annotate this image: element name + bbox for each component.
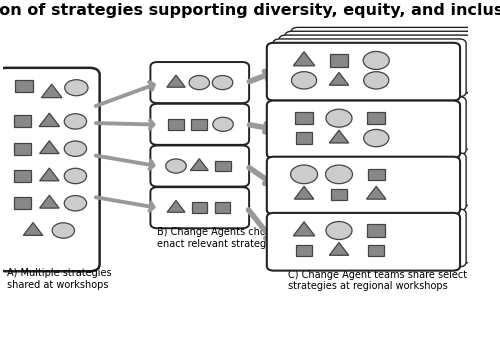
Bar bbox=[15, 80, 32, 92]
Circle shape bbox=[52, 223, 74, 238]
Bar bbox=[368, 224, 385, 237]
FancyBboxPatch shape bbox=[267, 213, 460, 271]
Bar bbox=[296, 245, 312, 256]
Bar bbox=[14, 116, 31, 127]
Circle shape bbox=[326, 222, 352, 239]
Title: Diffusion of strategies supporting diversity, equity, and inclusion: Diffusion of strategies supporting diver… bbox=[0, 3, 500, 18]
FancyBboxPatch shape bbox=[285, 145, 478, 203]
FancyBboxPatch shape bbox=[285, 31, 478, 89]
FancyBboxPatch shape bbox=[291, 28, 484, 85]
Polygon shape bbox=[366, 186, 386, 199]
Bar bbox=[368, 112, 385, 124]
FancyBboxPatch shape bbox=[273, 97, 466, 154]
Polygon shape bbox=[330, 243, 348, 255]
Bar bbox=[215, 202, 230, 213]
Polygon shape bbox=[39, 113, 60, 127]
Text: C) Change Agent teams share select
strategies at regional workshops: C) Change Agent teams share select strat… bbox=[288, 270, 467, 291]
FancyBboxPatch shape bbox=[285, 89, 478, 147]
FancyBboxPatch shape bbox=[279, 205, 472, 263]
Circle shape bbox=[326, 165, 352, 184]
Circle shape bbox=[166, 159, 186, 173]
Bar bbox=[368, 169, 384, 180]
Circle shape bbox=[326, 109, 352, 127]
FancyBboxPatch shape bbox=[279, 93, 472, 151]
Circle shape bbox=[64, 141, 86, 157]
FancyBboxPatch shape bbox=[279, 35, 472, 93]
Circle shape bbox=[212, 76, 233, 90]
Polygon shape bbox=[42, 84, 62, 98]
Polygon shape bbox=[330, 73, 348, 85]
Polygon shape bbox=[330, 130, 348, 143]
Polygon shape bbox=[294, 186, 314, 199]
Polygon shape bbox=[24, 223, 43, 235]
FancyBboxPatch shape bbox=[285, 201, 478, 259]
Bar bbox=[192, 119, 207, 130]
Bar bbox=[216, 161, 230, 171]
Bar bbox=[14, 170, 31, 182]
Polygon shape bbox=[190, 159, 208, 171]
Bar bbox=[14, 197, 31, 209]
Polygon shape bbox=[294, 52, 315, 66]
Circle shape bbox=[363, 52, 390, 69]
Bar bbox=[168, 119, 184, 130]
Polygon shape bbox=[167, 75, 185, 87]
Text: B) Change Agents choose and
enact relevant strategies: B) Change Agents choose and enact releva… bbox=[158, 227, 304, 249]
FancyBboxPatch shape bbox=[273, 153, 466, 211]
FancyBboxPatch shape bbox=[150, 104, 249, 145]
Polygon shape bbox=[40, 141, 59, 153]
Circle shape bbox=[64, 114, 86, 129]
Circle shape bbox=[64, 195, 86, 211]
Bar bbox=[14, 143, 31, 154]
FancyBboxPatch shape bbox=[150, 62, 249, 103]
Circle shape bbox=[290, 165, 318, 184]
FancyBboxPatch shape bbox=[267, 157, 460, 214]
Circle shape bbox=[364, 129, 389, 147]
Polygon shape bbox=[40, 195, 59, 208]
Polygon shape bbox=[167, 201, 185, 212]
Text: A) Multiple strategies
shared at workshops: A) Multiple strategies shared at worksho… bbox=[6, 268, 111, 290]
FancyBboxPatch shape bbox=[279, 149, 472, 207]
Polygon shape bbox=[40, 168, 59, 181]
Circle shape bbox=[292, 72, 316, 89]
Circle shape bbox=[213, 117, 234, 131]
FancyBboxPatch shape bbox=[150, 146, 249, 186]
Circle shape bbox=[64, 168, 86, 184]
Bar bbox=[192, 202, 207, 213]
Bar bbox=[295, 112, 313, 124]
Circle shape bbox=[364, 72, 389, 89]
FancyBboxPatch shape bbox=[267, 43, 460, 100]
FancyBboxPatch shape bbox=[150, 187, 249, 228]
FancyBboxPatch shape bbox=[291, 85, 484, 143]
Circle shape bbox=[189, 76, 210, 90]
FancyBboxPatch shape bbox=[273, 39, 466, 97]
Circle shape bbox=[64, 80, 88, 96]
Polygon shape bbox=[294, 222, 315, 236]
FancyBboxPatch shape bbox=[291, 141, 484, 199]
FancyBboxPatch shape bbox=[291, 197, 484, 255]
Bar bbox=[330, 54, 348, 66]
Bar bbox=[296, 132, 312, 144]
FancyBboxPatch shape bbox=[0, 68, 100, 271]
FancyBboxPatch shape bbox=[273, 209, 466, 267]
Bar bbox=[331, 189, 347, 200]
Bar bbox=[368, 245, 384, 256]
FancyBboxPatch shape bbox=[267, 100, 460, 158]
